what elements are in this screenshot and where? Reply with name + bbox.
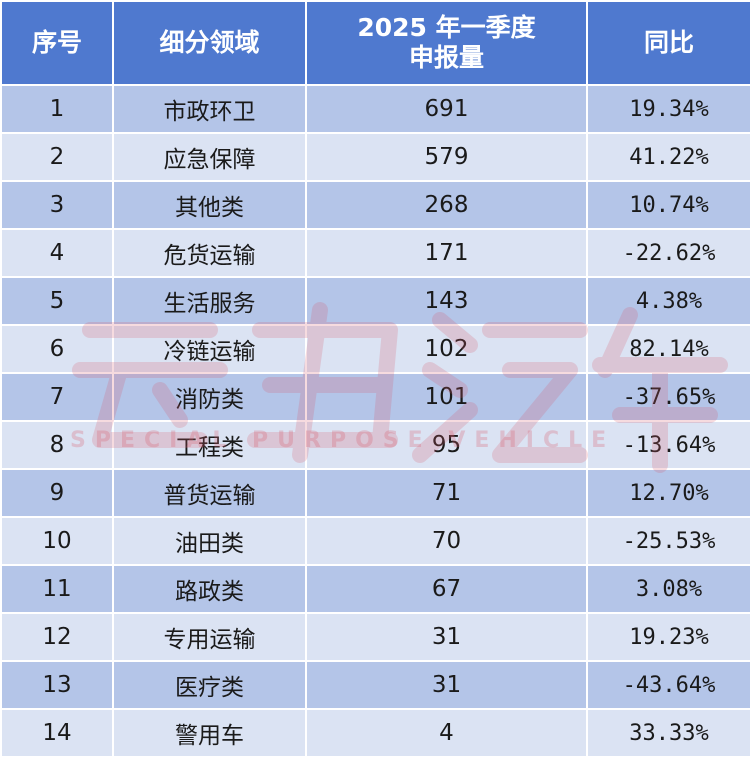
table-row: 13 医疗类 31 -43.64% [0, 660, 750, 710]
cell-yoy: 10.74% [586, 180, 750, 230]
cell-yoy: 33.33% [586, 708, 750, 758]
cell-segment: 油田类 [112, 516, 307, 566]
cell-yoy: 3.08% [586, 564, 750, 614]
cell-count: 101 [305, 372, 588, 422]
cell-segment: 市政环卫 [112, 84, 307, 134]
cell-index: 9 [0, 468, 114, 518]
cell-index: 10 [0, 516, 114, 566]
cell-segment: 生活服务 [112, 276, 307, 326]
cell-index: 2 [0, 132, 114, 182]
table-row: 9 普货运输 71 12.70% [0, 468, 750, 518]
table-row: 10 油田类 70 -25.53% [0, 516, 750, 566]
cell-segment: 应急保障 [112, 132, 307, 182]
cell-index: 1 [0, 84, 114, 134]
table-row: 11 路政类 67 3.08% [0, 564, 750, 614]
table-row: 3 其他类 268 10.74% [0, 180, 750, 230]
table-row: 14 警用车 4 33.33% [0, 708, 750, 758]
table-row: 12 专用运输 31 19.23% [0, 612, 750, 662]
cell-segment: 危货运输 [112, 228, 307, 278]
cell-segment: 冷链运输 [112, 324, 307, 374]
cell-yoy: 19.34% [586, 84, 750, 134]
cell-count: 31 [305, 612, 588, 662]
cell-yoy: 4.38% [586, 276, 750, 326]
cell-count: 143 [305, 276, 588, 326]
table-row: 4 危货运输 171 -22.62% [0, 228, 750, 278]
cell-count: 67 [305, 564, 588, 614]
cell-index: 6 [0, 324, 114, 374]
header-segment: 细分领域 [112, 0, 307, 86]
header-index: 序号 [0, 0, 114, 86]
cell-yoy: -43.64% [586, 660, 750, 710]
cell-count: 4 [305, 708, 588, 758]
cell-count: 579 [305, 132, 588, 182]
cell-yoy: 12.70% [586, 468, 750, 518]
cell-segment: 警用车 [112, 708, 307, 758]
cell-count: 102 [305, 324, 588, 374]
table-row: 1 市政环卫 691 19.34% [0, 84, 750, 134]
cell-index: 7 [0, 372, 114, 422]
header-q1-count: 2025 年一季度 申报量 [305, 0, 588, 86]
cell-segment: 路政类 [112, 564, 307, 614]
header-yoy: 同比 [586, 0, 750, 86]
cell-count: 171 [305, 228, 588, 278]
cell-yoy: -37.65% [586, 372, 750, 422]
cell-index: 14 [0, 708, 114, 758]
cell-segment: 医疗类 [112, 660, 307, 710]
cell-index: 5 [0, 276, 114, 326]
cell-yoy: 41.22% [586, 132, 750, 182]
header-q1-line1: 2025 年一季度 [357, 13, 536, 42]
cell-index: 3 [0, 180, 114, 230]
cell-count: 71 [305, 468, 588, 518]
table-row: 5 生活服务 143 4.38% [0, 276, 750, 326]
header-q1-line2: 申报量 [408, 43, 484, 72]
cell-count: 31 [305, 660, 588, 710]
cell-yoy: -22.62% [586, 228, 750, 278]
table-row: 6 冷链运输 102 82.14% [0, 324, 750, 374]
cell-index: 11 [0, 564, 114, 614]
cell-yoy: 82.14% [586, 324, 750, 374]
cell-segment: 专用运输 [112, 612, 307, 662]
cell-count: 268 [305, 180, 588, 230]
cell-count: 70 [305, 516, 588, 566]
table-row: 2 应急保障 579 41.22% [0, 132, 750, 182]
table-header: 序号 细分领域 2025 年一季度 申报量 同比 [0, 0, 750, 86]
cell-index: 4 [0, 228, 114, 278]
cell-index: 12 [0, 612, 114, 662]
cell-count: 691 [305, 84, 588, 134]
table-body: 1 市政环卫 691 19.34% 2 应急保障 579 41.22% 3 其他类 268 10.74… [0, 84, 750, 758]
cell-yoy: 19.23% [586, 612, 750, 662]
cell-segment: 消防类 [112, 372, 307, 422]
cell-segment: 其他类 [112, 180, 307, 230]
cell-index: 13 [0, 660, 114, 710]
table-row: 8 工程类 95 -13.64% [0, 420, 750, 470]
header-row: 序号 细分领域 2025 年一季度 申报量 同比 [0, 0, 750, 86]
cell-segment: 工程类 [112, 420, 307, 470]
cell-yoy: -25.53% [586, 516, 750, 566]
table-row: 7 消防类 101 -37.65% [0, 372, 750, 422]
cell-index: 8 [0, 420, 114, 470]
cell-count: 95 [305, 420, 588, 470]
cell-segment: 普货运输 [112, 468, 307, 518]
cell-yoy: -13.64% [586, 420, 750, 470]
